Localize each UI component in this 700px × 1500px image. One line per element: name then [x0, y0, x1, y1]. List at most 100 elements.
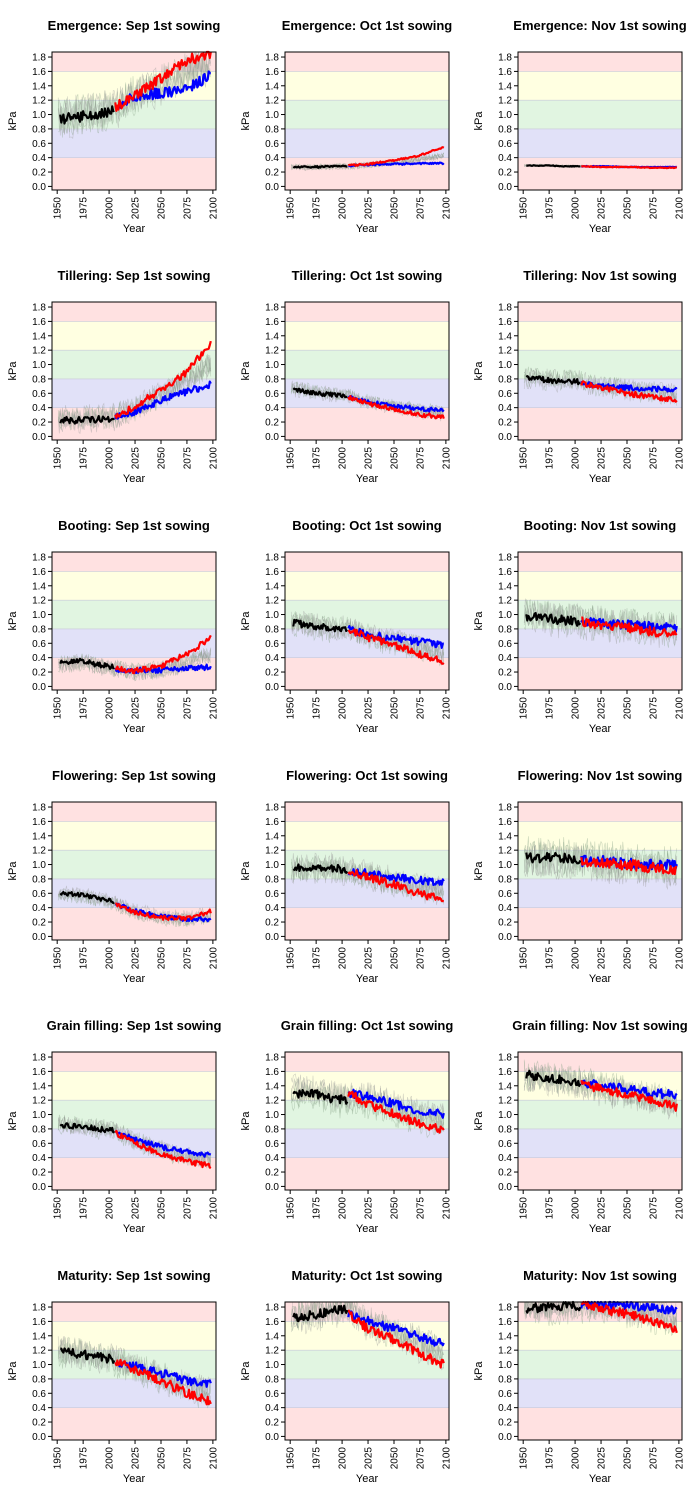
y-tick-label: 1.2 [265, 846, 279, 857]
ensemble-member-line [290, 1085, 445, 1139]
y-tick-label: 1.2 [498, 596, 512, 607]
background-band [518, 321, 682, 351]
y-tick-label: 1.4 [32, 1331, 46, 1342]
x-tick-label: 1950 [286, 447, 297, 470]
plot-frame [517, 301, 683, 441]
y-tick-label: 1.0 [498, 1110, 512, 1121]
y-tick-label: 0.0 [265, 182, 279, 193]
y-tick-label: 1.0 [32, 1110, 46, 1121]
y-tick-label: 1.8 [498, 53, 512, 64]
background-band [52, 571, 216, 601]
y-tick-label: 0.6 [32, 389, 46, 400]
y-tick-label: 0.6 [498, 1139, 512, 1150]
y-tick-label: 0.2 [498, 668, 512, 679]
background-band [52, 1321, 216, 1351]
y-tick-label: 1.6 [32, 67, 46, 78]
background-band [518, 52, 682, 72]
y-tick-label: 0.4 [498, 1403, 512, 1414]
x-tick-label: 2025 [364, 447, 375, 470]
x-tick-label: 2075 [648, 197, 659, 220]
y-tick-label: 0.2 [32, 1418, 46, 1429]
y-tick-label: 1.6 [498, 1317, 512, 1328]
red-series-line [347, 1090, 445, 1134]
x-tick-label: 2075 [648, 1447, 659, 1470]
y-tick-label: 1.8 [265, 303, 279, 314]
x-axis-label: Year [589, 1473, 612, 1485]
historical-series-line [60, 1347, 116, 1364]
plot-frame [517, 551, 683, 691]
y-tick-label: 0.4 [265, 1153, 279, 1164]
y-tick-label: 0.4 [32, 653, 46, 664]
red-series-line [581, 165, 678, 170]
x-tick-label: 1975 [545, 1447, 556, 1470]
y-axis-label: kPa [7, 611, 19, 631]
x-tick-label: 1975 [312, 1197, 323, 1220]
x-tick-label: 2050 [156, 447, 167, 470]
red-series-line [347, 395, 445, 420]
background-band [518, 1100, 682, 1129]
plot-frame [51, 801, 217, 941]
panel-title: Flowering: Oct 1st sowing [286, 768, 448, 783]
x-tick-label: 1975 [312, 947, 323, 970]
x-tick-label: 2100 [208, 1447, 219, 1470]
x-tick-label: 1950 [53, 197, 64, 220]
y-tick-label: 0.2 [498, 418, 512, 429]
background-band [52, 1157, 216, 1190]
background-band [285, 552, 449, 572]
ensemble-member-line [57, 55, 212, 134]
y-axis-label: kPa [473, 111, 485, 131]
x-tick-label: 2000 [571, 447, 582, 470]
x-tick-label: 2050 [389, 1197, 400, 1220]
y-tick-label: 1.2 [265, 1346, 279, 1357]
y-axis-label: kPa [7, 1111, 19, 1131]
y-tick-label: 0.0 [498, 1432, 512, 1443]
y-tick-label: 1.6 [265, 67, 279, 78]
x-tick-label: 2050 [156, 947, 167, 970]
y-tick-label: 0.4 [498, 653, 512, 664]
x-axis-label: Year [123, 723, 146, 735]
y-tick-label: 0.8 [32, 1374, 46, 1385]
y-tick-label: 1.4 [32, 831, 46, 842]
plot-frame [51, 301, 217, 441]
ensemble-member-line [523, 367, 678, 401]
y-tick-label: 0.4 [265, 653, 279, 664]
y-tick-label: 1.6 [32, 567, 46, 578]
x-tick-label: 2075 [415, 197, 426, 220]
background-band [518, 657, 682, 690]
background-band [518, 1378, 682, 1408]
background-band [285, 1407, 449, 1440]
y-tick-label: 1.8 [32, 303, 46, 314]
x-axis-label: Year [123, 1223, 146, 1235]
y-tick-label: 0.4 [32, 903, 46, 914]
y-tick-label: 0.4 [32, 1403, 46, 1414]
y-tick-label: 1.6 [265, 567, 279, 578]
panel-title: Grain filling: Sep 1st sowing [47, 1018, 222, 1033]
background-band [52, 552, 216, 572]
x-tick-label: 1950 [286, 197, 297, 220]
x-tick-label: 1950 [53, 697, 64, 720]
x-axis-label: Year [589, 723, 612, 735]
background-band [52, 157, 216, 190]
y-tick-label: 0.2 [32, 418, 46, 429]
historical-series-line [59, 105, 115, 125]
background-band [285, 100, 449, 129]
x-tick-label: 2000 [338, 1447, 349, 1470]
x-tick-label: 1950 [286, 1447, 297, 1470]
panel-title: Flowering: Sep 1st sowing [52, 768, 216, 783]
x-tick-label: 1975 [79, 197, 90, 220]
y-tick-label: 0.4 [265, 153, 279, 164]
x-axis-label: Year [356, 723, 379, 735]
panel: Grain filling: Oct 1st sowing 0.0 0.2 0.4 0.… [240, 1018, 453, 1235]
y-tick-label: 0.6 [265, 1389, 279, 1400]
historical-series-line [292, 863, 349, 874]
y-tick-label: 0.8 [32, 624, 46, 635]
plot-frame [51, 1051, 217, 1191]
x-tick-label: 1975 [312, 697, 323, 720]
y-axis-label: kPa [7, 1361, 19, 1381]
x-tick-label: 2025 [597, 447, 608, 470]
background-band [285, 52, 449, 72]
x-tick-label: 2025 [131, 697, 142, 720]
background-band [518, 552, 682, 572]
background-band [518, 878, 682, 908]
